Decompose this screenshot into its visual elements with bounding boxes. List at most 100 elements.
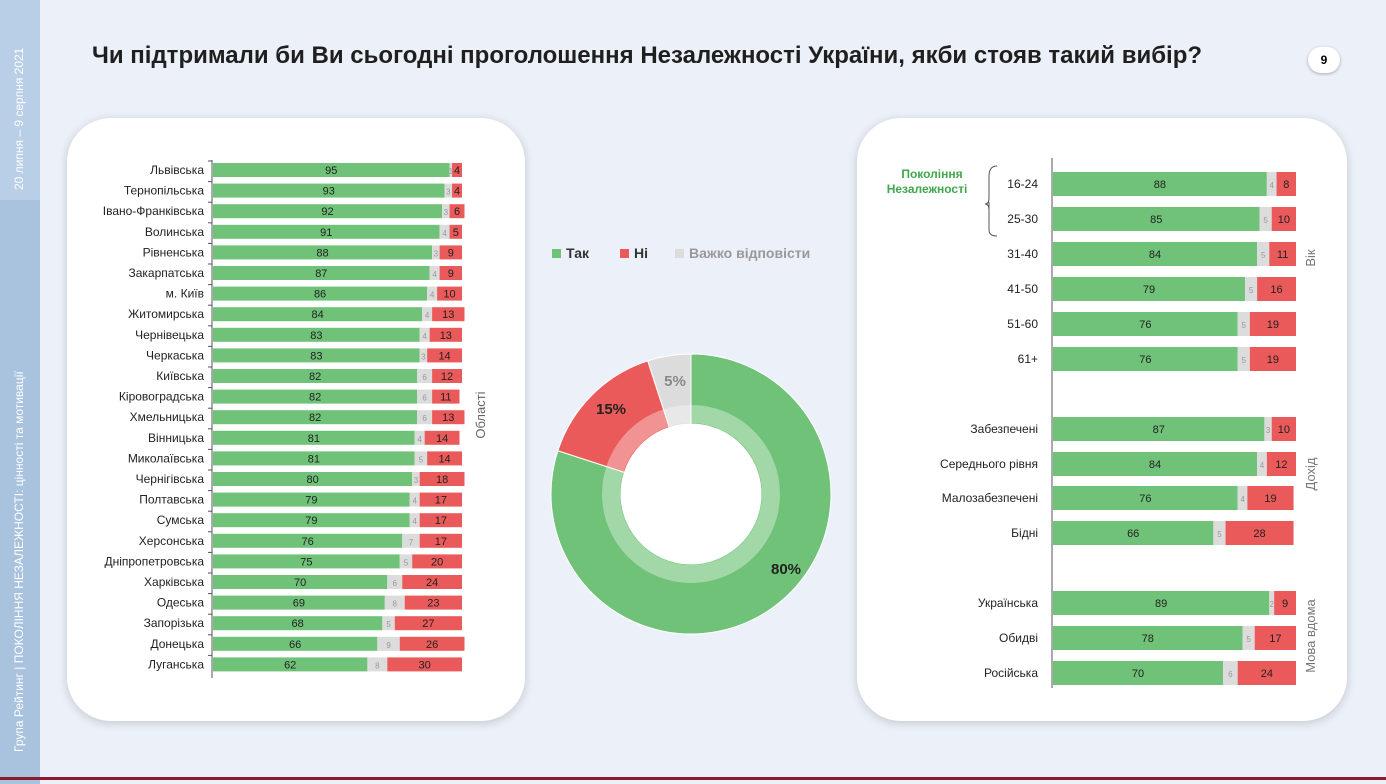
page-number: 9 — [1308, 47, 1340, 73]
label-tak: 83 — [310, 330, 322, 342]
label-ni: 16 — [1270, 284, 1282, 296]
group-label: Дохід — [1303, 457, 1318, 490]
label-ni: 27 — [422, 618, 434, 630]
category-label: Обидві — [999, 631, 1038, 645]
label-ni: 18 — [436, 474, 448, 486]
label-hard: 5 — [1242, 321, 1247, 330]
bar-tak — [1053, 242, 1258, 266]
category-label: 16-24 — [1007, 177, 1038, 191]
label-ni: 8 — [1283, 179, 1289, 191]
label-ni: 14 — [438, 350, 450, 362]
bar-tak — [213, 472, 413, 486]
region-label: Одеська — [157, 596, 205, 610]
bar-tak — [213, 575, 388, 589]
label-hard: 4 — [412, 517, 417, 526]
bar-hard — [1264, 417, 1272, 441]
label-hard: 5 — [1242, 356, 1247, 365]
bar-hard — [1269, 591, 1275, 615]
category-label: Забезпечені — [970, 422, 1038, 436]
bar-tak — [1053, 661, 1224, 685]
bar-ni — [387, 657, 462, 672]
bar-tak — [213, 266, 430, 280]
label-ni: 10 — [1278, 424, 1290, 436]
bar-ni — [419, 472, 465, 486]
bar-hard — [409, 513, 420, 528]
source-label: Група Рейтинг | ПОКОЛІННЯ НЕЗАЛЕЖНОСТІ: … — [12, 371, 26, 752]
bar-hard — [417, 389, 433, 404]
label-hard: 4 — [425, 311, 430, 320]
label-tak: 91 — [320, 227, 332, 239]
label-tak: 88 — [316, 247, 328, 259]
label-hard: 4 — [1260, 461, 1265, 470]
bar-tak — [213, 451, 415, 466]
category-label: Російська — [984, 666, 1038, 680]
bar-tak — [1053, 347, 1238, 371]
region-label: Київська — [156, 369, 204, 383]
bar-tak — [1053, 521, 1214, 545]
label-tak: 86 — [314, 289, 326, 301]
donut-label: 15% — [596, 401, 626, 418]
label-ni: 17 — [1269, 633, 1281, 645]
bar-hard — [422, 307, 433, 322]
bar-hard — [384, 595, 405, 610]
bar-hard — [442, 204, 450, 219]
bar-tak — [213, 286, 428, 301]
label-tak: 62 — [284, 659, 296, 671]
label-tak: 66 — [289, 639, 301, 651]
label-ni: 11 — [440, 392, 451, 404]
generation-label-2: Незалежності — [887, 182, 968, 196]
label-tak: 70 — [294, 577, 306, 589]
category-label: Українська — [978, 596, 1038, 610]
bar-ni — [439, 245, 462, 260]
bar-tak — [213, 636, 378, 651]
label-hard: 9 — [386, 641, 391, 650]
bar-hard — [419, 348, 428, 363]
label-hard: 5 — [1217, 530, 1222, 539]
label-hard: 3 — [444, 208, 449, 217]
bar-tak — [213, 595, 385, 610]
bar-hard — [399, 554, 413, 569]
label-hard: 3 — [421, 352, 426, 361]
label-tak: 84 — [311, 309, 323, 321]
label-tak: 79 — [305, 515, 317, 527]
label-hard: 5 — [1261, 251, 1266, 260]
bar-tak — [213, 348, 420, 363]
label-ni: 19 — [1264, 493, 1276, 505]
bar-ni — [404, 595, 462, 610]
label-hard: 3 — [434, 249, 439, 258]
label-tak: 80 — [306, 474, 318, 486]
label-ni: 30 — [419, 659, 431, 671]
region-label: Львівська — [150, 163, 204, 177]
bar-tak — [213, 224, 440, 239]
bar-tak — [213, 204, 443, 219]
bar-hard — [1266, 172, 1277, 196]
legend-label: Так — [566, 245, 590, 261]
label-tak: 92 — [321, 206, 333, 218]
bar-tak — [213, 245, 433, 260]
bar-tak — [213, 554, 400, 569]
label-tak: 76 — [1139, 319, 1151, 331]
label-tak: 79 — [1143, 284, 1155, 296]
bar-hard — [382, 616, 395, 631]
bar-hard — [409, 492, 420, 507]
bar-hard — [387, 575, 403, 589]
bar-ni — [432, 307, 465, 322]
label-ni: 9 — [448, 268, 454, 280]
bar-ni — [1247, 486, 1294, 510]
bar-hard — [414, 430, 425, 445]
bar-ni — [452, 183, 462, 198]
label-hard: 6 — [1228, 670, 1233, 679]
label-ni: 20 — [431, 556, 443, 568]
label-hard: 4 — [422, 332, 427, 341]
label-ni: 26 — [426, 639, 438, 651]
label-ni: 14 — [436, 433, 448, 445]
bar-hard — [419, 327, 430, 342]
bar-ni — [419, 533, 462, 548]
label-hard: 5 — [386, 620, 391, 629]
label-ni: 14 — [438, 453, 450, 465]
donut-label: 5% — [664, 373, 686, 390]
region-label: Житомирська — [128, 307, 204, 321]
label-ni: 17 — [435, 495, 447, 507]
label-tak: 78 — [1142, 633, 1154, 645]
